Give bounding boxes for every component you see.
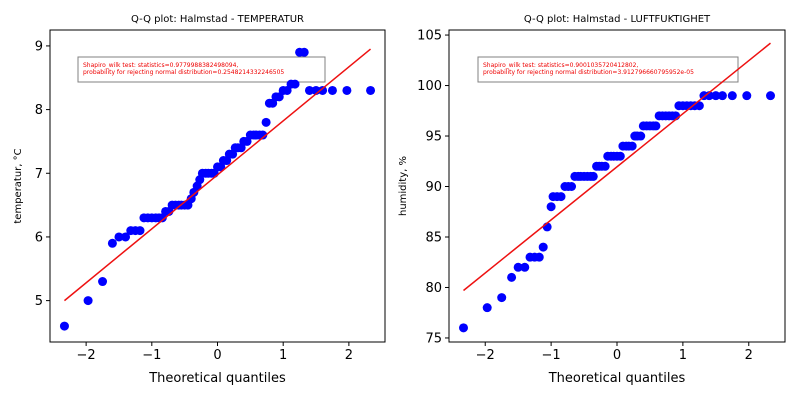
chart-0-x-tick-label: 0 (213, 348, 221, 363)
chart-1-data-point (727, 91, 737, 101)
chart-1-data-point (546, 202, 556, 212)
chart-1-y-axis-label: humidity, % (398, 156, 409, 216)
chart-0-annotation-line: Shapiro_wilk test: statistics=0.97799883… (83, 62, 238, 69)
chart-1-annotation-line: probability for rejecting normal distrib… (483, 69, 694, 76)
chart-1-data-point (534, 252, 544, 262)
chart-1-x-tick-label: 1 (679, 348, 687, 363)
chart-1-data-point (766, 91, 776, 101)
chart-1-y-tick-label: 90 (425, 180, 442, 195)
chart-1-data-point (458, 323, 468, 333)
chart-0-y-tick-label: 6 (35, 230, 43, 245)
chart-1-fit-line (463, 42, 771, 292)
chart-0: Q-Q plot: Halmstad - TEMPERATUR −2 −1 0 1 2 5 6… (13, 14, 386, 386)
chart-1-data-point (711, 91, 721, 101)
chart-1-y-tick-label: 75 (425, 331, 442, 346)
chart-0-data-point (342, 85, 352, 95)
chart-1-data-point (482, 303, 492, 313)
chart-1-y-tick-label: 105 (417, 29, 442, 44)
chart-0-data-point (83, 296, 93, 306)
chart-0-y-tick-label: 7 (35, 167, 43, 182)
chart-1-data-point (520, 262, 530, 272)
chart-1-y-tick-label: 95 (425, 130, 442, 145)
chart-0-data-point (304, 85, 314, 95)
chart-0-x-tick-label: −1 (142, 348, 161, 363)
chart-1-data-point (600, 161, 610, 171)
chart-1-data-point (636, 131, 646, 141)
chart-0-y-tick-label: 8 (35, 103, 43, 118)
chart-0-y-tick-label: 9 (35, 39, 43, 54)
chart-1-x-tick-label: −2 (476, 348, 495, 363)
chart-0-data-point (135, 226, 145, 236)
chart-1: Q-Q plot: Halmstad - LUFTFUKTIGHET −2 −1 0 1… (398, 14, 786, 386)
chart-0-data-point (299, 47, 309, 57)
chart-1-x-axis-label: Theoretical quantiles (548, 371, 686, 386)
chart-0-data-point (98, 277, 108, 287)
chart-1-data-point (507, 272, 517, 282)
chart-0-annotation-box (77, 56, 326, 83)
chart-0-x-tick-label: 1 (279, 348, 287, 363)
chart-1-data-point (588, 171, 598, 181)
chart-0-data-point (290, 79, 300, 89)
chart-1-data-point (497, 293, 507, 303)
chart-0-data-point (121, 232, 131, 242)
chart-1-data-point (556, 192, 566, 202)
chart-0-x-axis-label: Theoretical quantiles (148, 371, 286, 386)
chart-0-data-point (114, 232, 124, 242)
chart-0-y-axis-label: temperatur, °C (13, 148, 24, 223)
chart-0-y-tick-label: 5 (35, 294, 43, 309)
chart-0-title: Q-Q plot: Halmstad - TEMPERATUR (131, 14, 304, 25)
chart-1-data-point (567, 182, 577, 192)
chart-0-data-point (107, 238, 117, 248)
chart-1-data-point (538, 242, 548, 252)
chart-0-data-point (258, 130, 268, 140)
chart-1-y-tick-label: 85 (425, 230, 442, 245)
chart-0-fit-line (63, 48, 372, 302)
chart-0-data-point (327, 85, 337, 95)
chart-0-x-tick-label: −2 (77, 348, 96, 363)
chart-0-annotation-line: probability for rejecting normal distrib… (83, 69, 284, 76)
chart-1-data-point (513, 262, 523, 272)
chart-1-y-tick-label: 100 (417, 79, 442, 94)
chart-1-title: Q-Q plot: Halmstad - LUFTFUKTIGHET (524, 14, 711, 25)
chart-1-annotation-line: Shapiro_wilk test: statistics=0.90010357… (483, 62, 638, 69)
chart-0-x-tick-label: 2 (345, 348, 353, 363)
chart-0-data-point (261, 117, 271, 127)
chart-1-x-tick-label: 0 (613, 348, 621, 363)
chart-1-data-point (694, 101, 704, 111)
chart-0-data-point (366, 85, 376, 95)
chart-1-data-point (717, 91, 727, 101)
chart-0-data-point (59, 321, 69, 331)
chart-1-data-point (615, 151, 625, 161)
chart-1-x-tick-label: −1 (542, 348, 561, 363)
chart-1-data-point (627, 141, 637, 151)
chart-1-data-point (651, 121, 661, 131)
chart-1-x-tick-label: 2 (745, 348, 753, 363)
chart-1-data-point (742, 91, 752, 101)
chart-1-y-tick-label: 80 (425, 281, 442, 296)
chart-0-data-point (318, 85, 328, 95)
